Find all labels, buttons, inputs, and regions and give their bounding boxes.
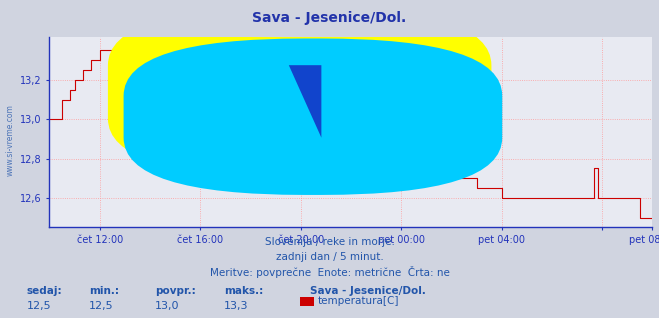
Text: Meritve: povprečne  Enote: metrične  Črta: ne: Meritve: povprečne Enote: metrične Črta:… bbox=[210, 266, 449, 279]
Text: 13,0: 13,0 bbox=[155, 301, 179, 310]
Text: temperatura[C]: temperatura[C] bbox=[318, 296, 399, 307]
Text: www.si-vreme.com: www.si-vreme.com bbox=[203, 133, 499, 161]
FancyBboxPatch shape bbox=[108, 8, 492, 176]
Text: povpr.:: povpr.: bbox=[155, 286, 196, 296]
Text: min.:: min.: bbox=[89, 286, 119, 296]
Text: sedaj:: sedaj: bbox=[26, 286, 62, 296]
Text: 13,3: 13,3 bbox=[224, 301, 248, 310]
Polygon shape bbox=[289, 65, 322, 138]
Text: maks.:: maks.: bbox=[224, 286, 264, 296]
Text: 12,5: 12,5 bbox=[89, 301, 113, 310]
Text: Sava - Jesenice/Dol.: Sava - Jesenice/Dol. bbox=[310, 286, 426, 296]
FancyBboxPatch shape bbox=[124, 38, 502, 195]
Text: Sava - Jesenice/Dol.: Sava - Jesenice/Dol. bbox=[252, 11, 407, 25]
Text: www.si-vreme.com: www.si-vreme.com bbox=[5, 104, 14, 176]
Text: zadnji dan / 5 minut.: zadnji dan / 5 minut. bbox=[275, 252, 384, 262]
Text: Slovenija / reke in morje.: Slovenija / reke in morje. bbox=[264, 237, 395, 247]
Text: 12,5: 12,5 bbox=[26, 301, 51, 310]
